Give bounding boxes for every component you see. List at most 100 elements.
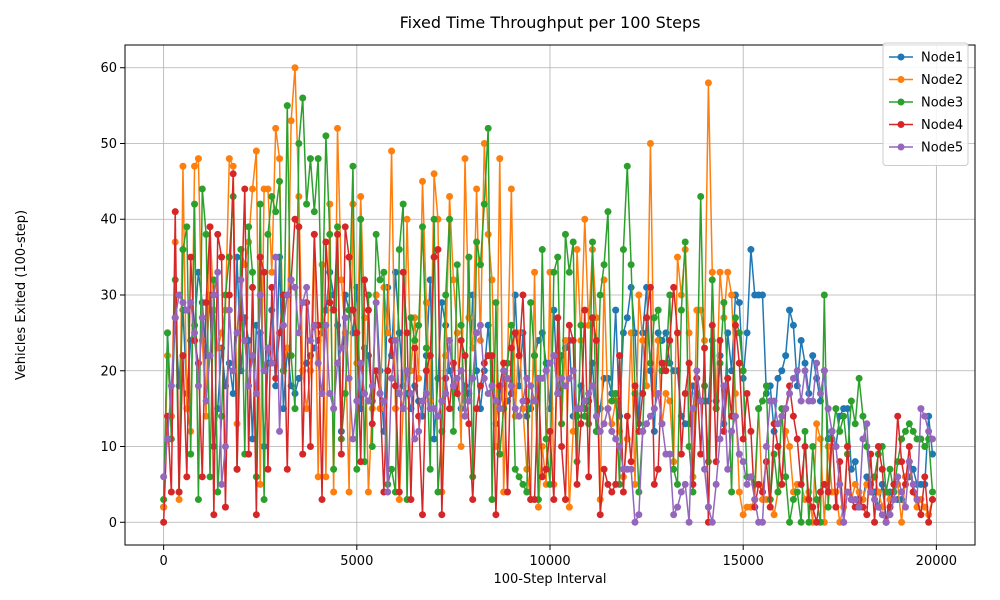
data-point bbox=[256, 253, 264, 261]
data-point bbox=[600, 261, 608, 269]
x-axis-label: 100-Step Interval bbox=[493, 572, 606, 587]
data-point bbox=[589, 314, 596, 322]
data-point bbox=[376, 389, 384, 397]
data-point bbox=[929, 496, 936, 504]
y-tick-label: 40 bbox=[100, 213, 117, 228]
legend-item: Node4 bbox=[889, 118, 963, 133]
data-point bbox=[191, 329, 199, 337]
data-point bbox=[411, 336, 419, 344]
legend-marker bbox=[897, 53, 905, 61]
data-point bbox=[345, 374, 353, 382]
data-point bbox=[434, 412, 442, 420]
data-point bbox=[585, 420, 593, 428]
data-point bbox=[847, 397, 855, 405]
data-point bbox=[531, 268, 539, 276]
data-point bbox=[558, 374, 566, 382]
data-point bbox=[183, 306, 191, 314]
data-point bbox=[813, 420, 821, 428]
data-point bbox=[844, 488, 851, 496]
data-point bbox=[473, 405, 481, 413]
data-point bbox=[917, 435, 925, 443]
data-point bbox=[747, 473, 755, 481]
data-point bbox=[886, 465, 894, 473]
data-point bbox=[272, 382, 280, 390]
data-point bbox=[770, 397, 778, 405]
data-point bbox=[500, 359, 508, 367]
data-point bbox=[314, 155, 322, 163]
data-point bbox=[446, 215, 454, 223]
data-point bbox=[654, 329, 662, 337]
data-point bbox=[569, 238, 577, 246]
data-point bbox=[874, 503, 882, 511]
data-point bbox=[797, 518, 805, 526]
data-point bbox=[287, 117, 295, 125]
data-point bbox=[476, 382, 484, 390]
data-point bbox=[786, 518, 794, 526]
data-point bbox=[921, 443, 929, 451]
data-point bbox=[527, 299, 535, 307]
data-point bbox=[380, 397, 388, 405]
data-point bbox=[430, 253, 438, 261]
data-point bbox=[786, 443, 794, 451]
data-point bbox=[824, 503, 832, 511]
data-point bbox=[569, 336, 577, 344]
data-point bbox=[871, 496, 879, 504]
data-point bbox=[438, 511, 446, 519]
data-point bbox=[283, 291, 291, 299]
data-point bbox=[917, 511, 925, 519]
data-point bbox=[890, 496, 898, 504]
data-point bbox=[693, 367, 701, 375]
data-point bbox=[303, 359, 311, 367]
data-point bbox=[561, 382, 569, 390]
data-point bbox=[670, 465, 678, 473]
data-point bbox=[809, 503, 817, 511]
data-point bbox=[442, 374, 450, 382]
data-point bbox=[608, 397, 616, 405]
data-point bbox=[419, 511, 426, 519]
data-point bbox=[507, 382, 515, 390]
data-point bbox=[214, 230, 222, 238]
data-point bbox=[476, 336, 484, 344]
data-point bbox=[747, 427, 755, 435]
data-point bbox=[395, 246, 403, 254]
data-point bbox=[395, 488, 403, 496]
data-point bbox=[229, 389, 237, 397]
data-point bbox=[492, 299, 500, 307]
data-point bbox=[619, 246, 627, 254]
data-point bbox=[225, 359, 233, 367]
data-point bbox=[778, 367, 786, 375]
data-point bbox=[368, 420, 376, 428]
data-point bbox=[202, 299, 210, 307]
data-point bbox=[326, 200, 334, 208]
data-point bbox=[465, 397, 473, 405]
data-point bbox=[422, 389, 430, 397]
data-point bbox=[801, 367, 809, 375]
data-point bbox=[225, 253, 233, 261]
data-point bbox=[674, 480, 681, 488]
data-point bbox=[674, 253, 681, 261]
data-point bbox=[279, 321, 287, 329]
data-point bbox=[407, 389, 415, 397]
data-point bbox=[395, 496, 403, 504]
data-point bbox=[546, 359, 554, 367]
data-point bbox=[759, 518, 766, 526]
data-point bbox=[832, 405, 840, 413]
data-point bbox=[573, 246, 581, 254]
data-point bbox=[851, 480, 859, 488]
data-point bbox=[701, 344, 709, 352]
data-point bbox=[604, 405, 612, 413]
data-point bbox=[677, 291, 685, 299]
data-point bbox=[415, 321, 423, 329]
data-point bbox=[604, 480, 612, 488]
data-point bbox=[650, 480, 658, 488]
data-point bbox=[913, 496, 921, 504]
data-point bbox=[658, 359, 666, 367]
data-point bbox=[844, 443, 851, 451]
data-point bbox=[364, 488, 372, 496]
data-point bbox=[457, 367, 465, 375]
data-point bbox=[484, 230, 492, 238]
data-point bbox=[623, 412, 631, 420]
data-point bbox=[422, 299, 430, 307]
data-point bbox=[407, 496, 415, 504]
data-point bbox=[249, 283, 256, 291]
